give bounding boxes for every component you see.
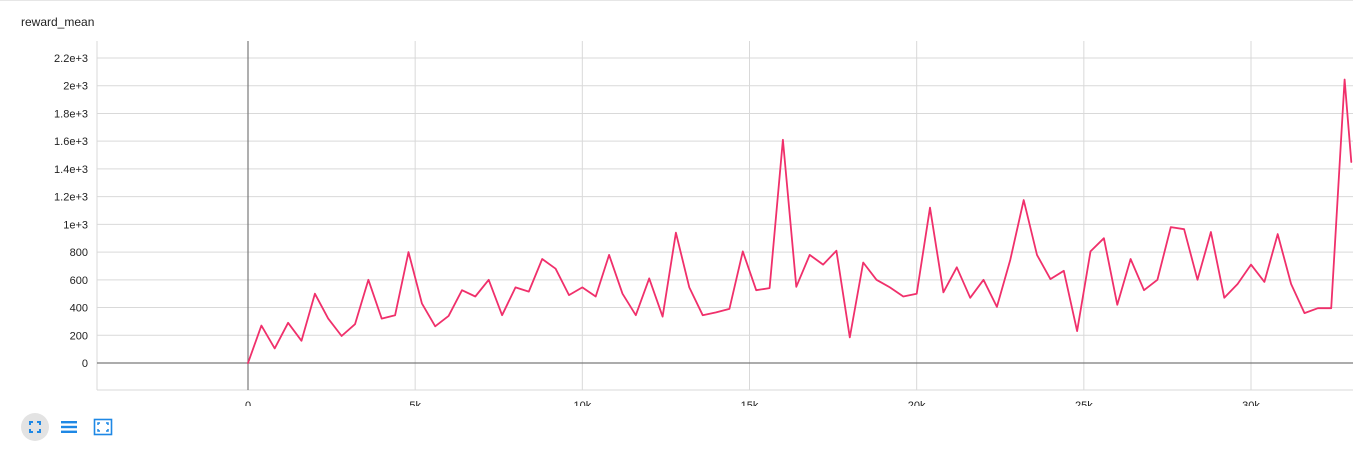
y-tick-label: 1.4e+3 bbox=[54, 164, 88, 176]
y-tick-label: 2.2e+3 bbox=[54, 53, 88, 65]
y-tick-label: 1.6e+3 bbox=[54, 136, 88, 148]
y-tick-label: 2e+3 bbox=[63, 81, 88, 93]
series-layer bbox=[247, 78, 1353, 364]
expand-chart-icon bbox=[29, 421, 41, 433]
series-line bbox=[247, 78, 1353, 364]
y-tick-label: 0 bbox=[82, 358, 88, 370]
expand-chart-button[interactable] bbox=[21, 413, 49, 441]
x-tick-label: 5k bbox=[409, 400, 421, 406]
fit-domain-icon bbox=[93, 418, 113, 436]
y-tick-label: 600 bbox=[70, 275, 88, 287]
y-tick-label: 1.2e+3 bbox=[54, 192, 88, 204]
tick-labels: 0 200 400 600 800 1e+3 1.2e+3 1.4e+3 1.6e+3 1.8e+… bbox=[54, 53, 1260, 406]
chart-toolbar bbox=[21, 412, 117, 442]
y-tick-label: 200 bbox=[70, 330, 88, 342]
line-chart[interactable]: 0 200 400 600 800 1e+3 1.2e+3 1.4e+3 1.6e+3 1.8e+… bbox=[0, 1, 1353, 406]
y-tick-label: 400 bbox=[70, 303, 88, 315]
y-tick-label: 800 bbox=[70, 247, 88, 259]
x-tick-label: 10k bbox=[573, 400, 591, 406]
toggle-log-scale-button[interactable] bbox=[55, 413, 83, 441]
y-tick-label: 1.8e+3 bbox=[54, 108, 88, 120]
x-tick-label: 20k bbox=[908, 400, 926, 406]
x-tick-label: 30k bbox=[1242, 400, 1260, 406]
chart-title: reward_mean bbox=[21, 15, 95, 29]
fit-domain-button[interactable] bbox=[89, 413, 117, 441]
toggle-log-scale-icon bbox=[61, 421, 77, 433]
x-tick-label: 15k bbox=[741, 400, 759, 406]
x-tick-label: 0 bbox=[245, 400, 251, 406]
grid-lines bbox=[97, 41, 1353, 390]
y-tick-label: 1e+3 bbox=[63, 219, 88, 231]
x-tick-label: 25k bbox=[1075, 400, 1093, 406]
axes bbox=[96, 41, 1353, 391]
